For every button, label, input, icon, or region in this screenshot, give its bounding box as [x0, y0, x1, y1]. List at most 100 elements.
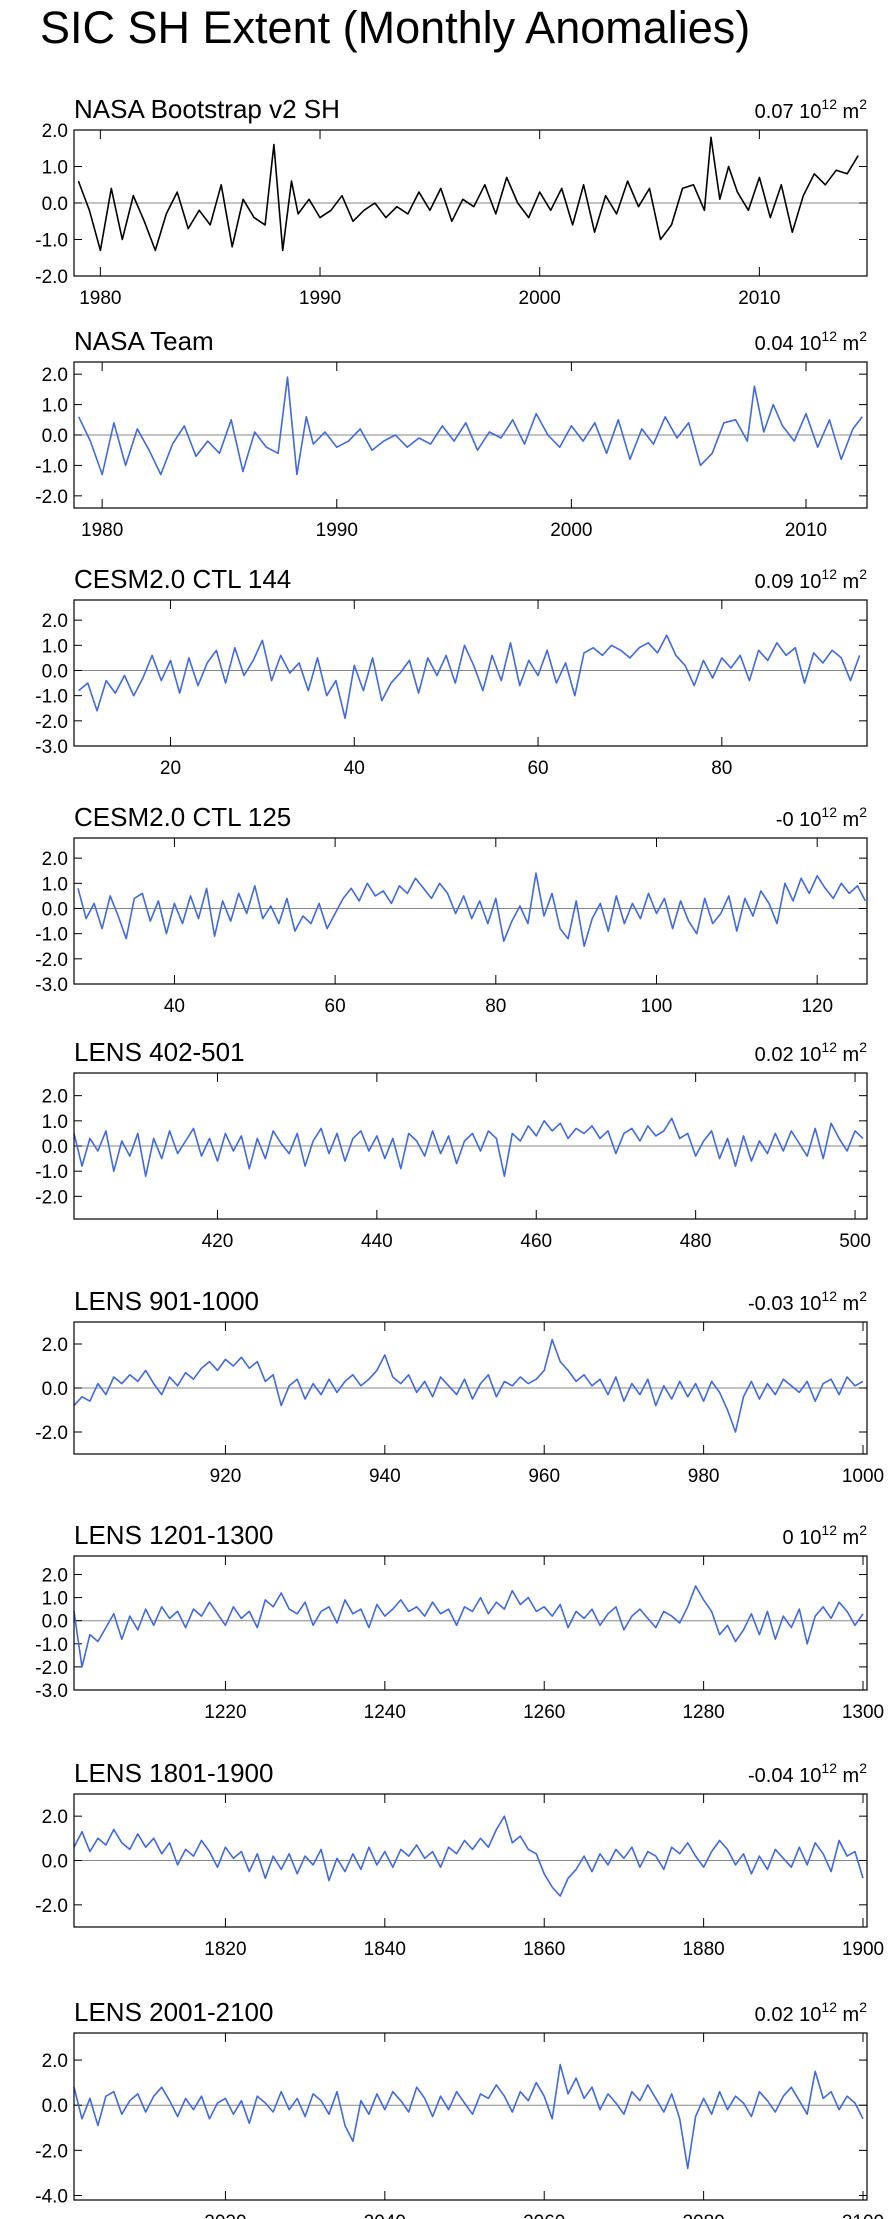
panel-title: LENS 901-1000: [74, 1286, 259, 1316]
panel-mean-label: -0 1012 m2: [776, 804, 867, 831]
y-tick-label: -1.0: [35, 1635, 68, 1656]
y-tick-label: -2.0: [35, 1423, 68, 1444]
x-tick-label: 1220: [204, 1702, 246, 1723]
panel-mean-label: 0.02 1012 m2: [755, 1039, 868, 1066]
y-tick-label: 0.0: [42, 1852, 68, 1873]
chart-panel-8: LENS 1801-1900 -0.04 1012 m2 2.0 0.0 -2.0 182…: [35, 1758, 884, 1960]
series-line: [73, 1117, 864, 1177]
x-tick-label: 980: [688, 1466, 720, 1487]
x-tick-label: 1300: [842, 1702, 884, 1723]
panel-mean-label: 0 1012 m2: [782, 1522, 867, 1549]
panel-title: LENS 402-501: [74, 1037, 245, 1067]
plot-frame: [73, 1321, 868, 1455]
x-tick-label: 100: [641, 996, 673, 1017]
x-tick-label: 1000: [842, 1466, 884, 1487]
x-tick-label: 500: [839, 1231, 871, 1252]
y-tick-label: -1.0: [35, 231, 68, 252]
y-tick-label: 2.0: [42, 1335, 68, 1356]
x-tick-label: 1280: [682, 1702, 724, 1723]
chart-panel-9: LENS 2001-2100 0.02 1012 m2 2.0 0.0 -2.0 -4.0…: [35, 1997, 884, 2219]
series-line: [78, 634, 861, 720]
y-tick-label: 0.0: [42, 194, 68, 215]
x-tick-label: 1880: [682, 1939, 724, 1960]
page-title: SIC SH Extent (Monthly Anomalies): [40, 2, 751, 53]
chart-panel-5: LENS 402-501 0.02 1012 m2 2.0 1.0 0.0 -1.0 -2.…: [35, 1037, 871, 1252]
series-line: [73, 1815, 864, 1897]
y-tick-label: 1.0: [42, 1112, 68, 1133]
x-tick-label: 1260: [523, 1702, 565, 1723]
panel-mean-label: 0.09 1012 m2: [755, 566, 868, 593]
x-tick-label: 1980: [81, 520, 123, 541]
series-line: [73, 1585, 864, 1668]
x-tick-label: 1900: [842, 1939, 884, 1960]
plot-frame: [73, 1072, 868, 1220]
y-tick-label: 0.0: [42, 899, 68, 920]
x-tick-label: 40: [344, 758, 365, 779]
series-line: [77, 136, 859, 252]
y-tick-label: 1.0: [42, 158, 68, 179]
y-tick-label: 1.0: [42, 874, 68, 895]
y-tick-label: 2.0: [42, 611, 68, 632]
chart-panel-3: CESM2.0 CTL 144 0.09 1012 m2 2.0 1.0 0.0 -1.0…: [35, 564, 868, 779]
y-tick-label: 0.0: [42, 1612, 68, 1633]
x-tick-label: 440: [361, 1231, 393, 1252]
y-tick-label: 2.0: [42, 365, 68, 386]
x-tick-label: 20: [160, 758, 181, 779]
panel-mean-label: 0.07 1012 m2: [755, 96, 868, 123]
x-tick-label: 960: [528, 1466, 560, 1487]
x-tick-label: 2000: [519, 288, 561, 309]
x-tick-label: 1990: [299, 288, 341, 309]
series-line: [77, 376, 863, 476]
plot-frame: [73, 1555, 868, 1691]
y-tick-label: 2.0: [42, 1087, 68, 1108]
y-tick-label: -2.0: [35, 267, 68, 288]
x-tick-label: 60: [527, 758, 548, 779]
x-tick-label: 2080: [682, 2212, 724, 2219]
x-tick-label: 1860: [523, 1939, 565, 1960]
x-tick-label: 80: [711, 758, 732, 779]
y-tick-label: 1.0: [42, 396, 68, 417]
plot-frame: [73, 837, 868, 985]
chart-panel-1: NASA Bootstrap v2 SH 0.07 1012 m2 2.0 1.0 0.…: [35, 94, 868, 309]
x-tick-label: 80: [485, 996, 506, 1017]
panel-title: CESM2.0 CTL 144: [74, 564, 291, 594]
y-tick-label: -1.0: [35, 1162, 68, 1183]
y-tick-label: -2.0: [35, 712, 68, 733]
chart-panel-7: LENS 1201-1300 0 1012 m2 2.0 1.00.0-1.0-2.0…: [35, 1520, 884, 1723]
y-tick-label: -2.0: [35, 487, 68, 508]
y-tick-label: -2.0: [35, 1187, 68, 1208]
y-tick-label: -4.0: [35, 2186, 68, 2207]
x-tick-label: 60: [325, 996, 346, 1017]
panel-title: LENS 1201-1300: [74, 1520, 273, 1550]
panel-mean-label: -0.03 1012 m2: [748, 1288, 867, 1315]
x-tick-label: 120: [801, 996, 833, 1017]
x-tick-label: 2100: [842, 2212, 884, 2219]
y-tick-label: 1.0: [42, 636, 68, 657]
y-tick-label: -2.0: [35, 1658, 68, 1679]
x-tick-label: 2060: [523, 2212, 565, 2219]
plot-frame: [73, 129, 868, 277]
panel-mean-label: 0.02 1012 m2: [755, 1999, 868, 2026]
x-tick-label: 2000: [550, 520, 592, 541]
x-tick-label: 1990: [316, 520, 358, 541]
y-tick-label: -3.0: [35, 1681, 68, 1702]
x-tick-label: 920: [210, 1466, 242, 1487]
y-tick-label: -3.0: [35, 737, 68, 758]
panel-title: NASA Bootstrap v2 SH: [74, 94, 340, 124]
plot-frame: [73, 599, 868, 747]
x-tick-label: 1820: [204, 1939, 246, 1960]
y-tick-label: 0.0: [42, 2096, 68, 2117]
y-tick-label: 0.0: [42, 661, 68, 682]
x-tick-label: 1240: [364, 1702, 406, 1723]
panel-mean-label: 0.04 1012 m2: [755, 328, 868, 355]
x-tick-label: 2010: [738, 288, 780, 309]
x-tick-label: 2010: [785, 520, 827, 541]
y-tick-label: 1.0: [42, 1589, 68, 1610]
x-tick-label: 420: [202, 1231, 234, 1252]
x-tick-label: 2020: [204, 2212, 246, 2219]
y-tick-label: -1.0: [35, 925, 68, 946]
y-tick-label: -2.0: [35, 1896, 68, 1917]
x-tick-label: 40: [164, 996, 185, 1017]
y-tick-label: 0.0: [42, 1379, 68, 1400]
